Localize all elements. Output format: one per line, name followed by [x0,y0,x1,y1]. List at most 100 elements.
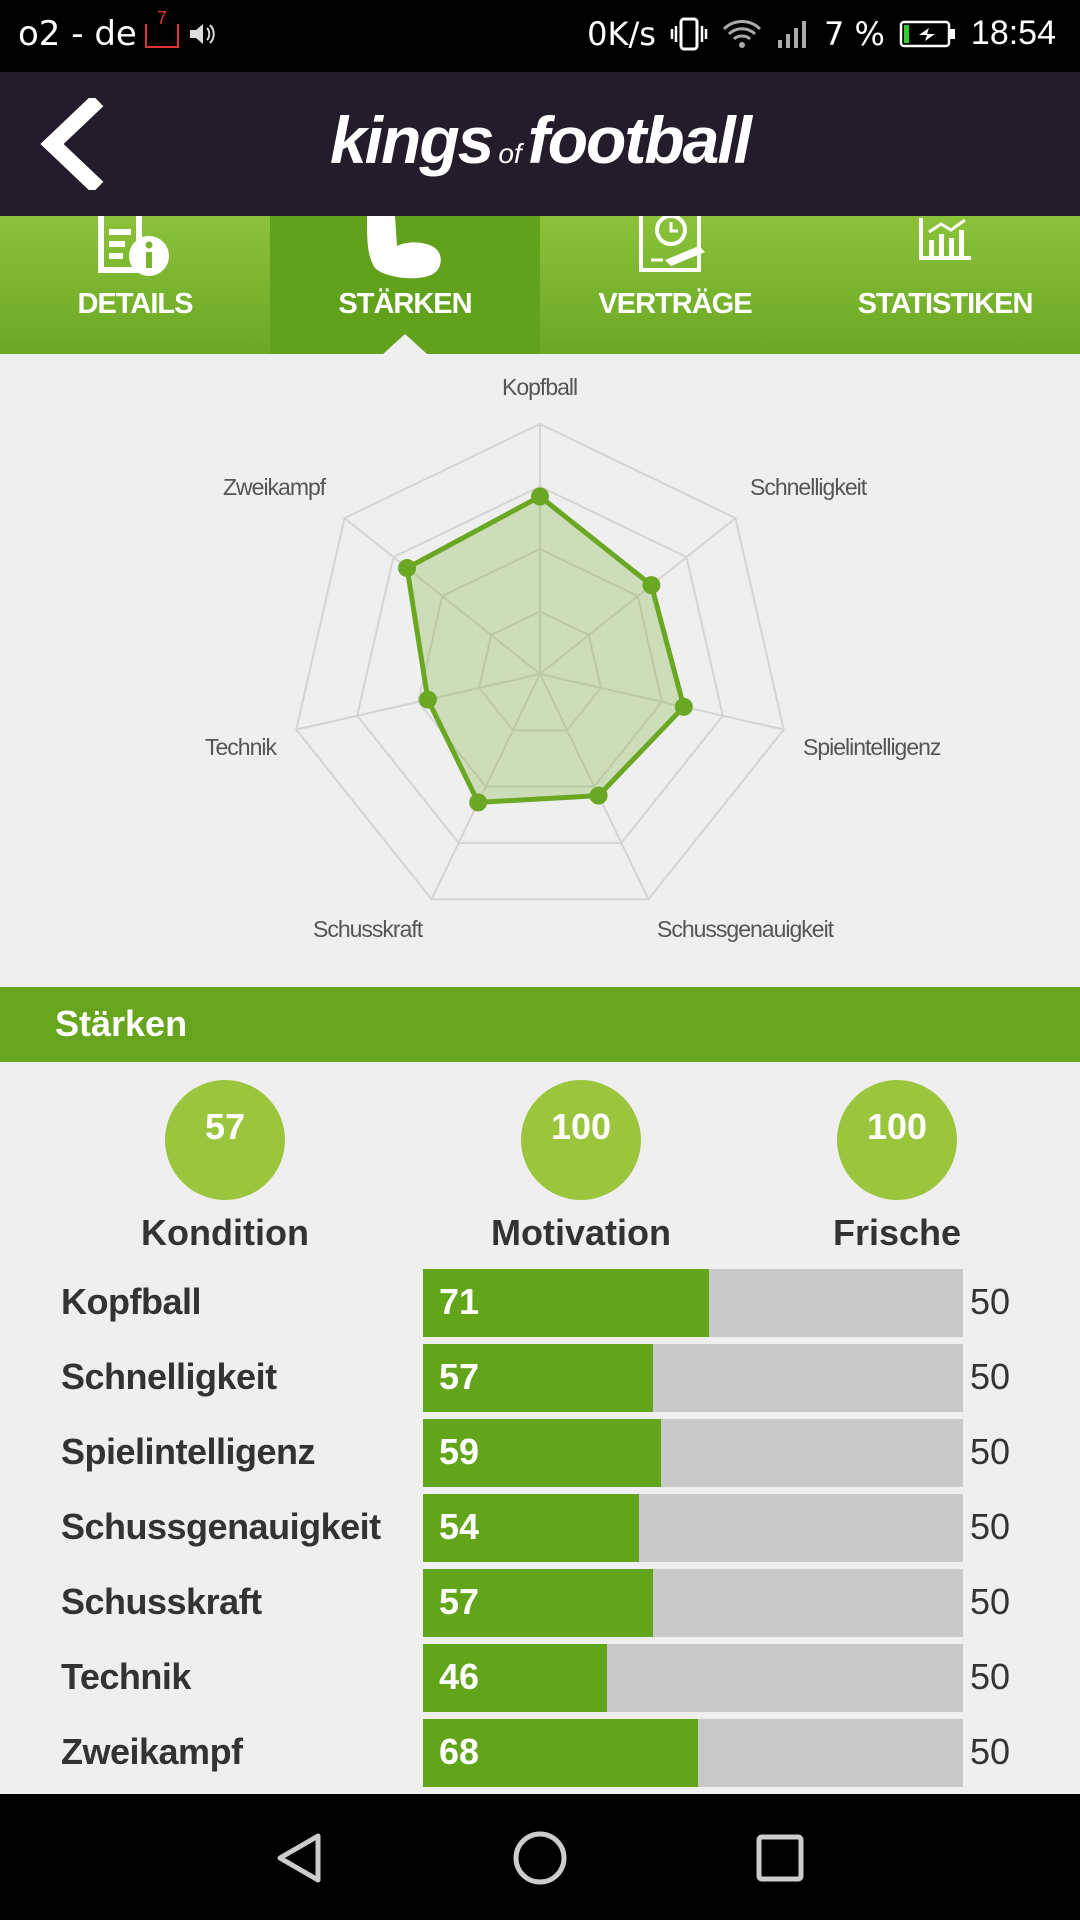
attribute-reference: 50 [970,1281,1011,1322]
document-info-icon [98,216,169,276]
tab-statistiken[interactable]: STATISTIKEN [810,216,1080,354]
attribute-bar: 68 [423,1719,963,1787]
tab-details[interactable]: DETAILS [0,216,270,354]
attribute-reference: 50 [970,1656,1011,1697]
attribute-row: Kopfball 71 50 [0,1269,1080,1337]
tab-vertraege[interactable]: VERTRÄGE [540,216,810,354]
active-tab-indicator [383,334,427,354]
notification-badge-icon: 7 [144,8,179,48]
nav-back-button[interactable] [270,1828,330,1888]
radar-axis-line [296,673,541,731]
radar-axis-line [343,517,541,675]
radar-label-schusskraft: Schusskraft [313,916,423,942]
attribute-bar: 59 [423,1419,963,1487]
strength-stats: 57 Kondition 100 Motivation 100 Frische … [0,1062,1080,1794]
attribute-value: 54 [439,1506,480,1547]
attribute-name: Schusskraft [61,1581,262,1622]
attribute-bar: 57 [423,1569,963,1637]
chevron-left-icon [40,94,104,194]
attribute-value: 46 [439,1656,480,1697]
attribute-value: 57 [439,1356,480,1397]
section-title: Stärken [55,1003,188,1044]
motivation-stat: 100 Motivation [481,1080,681,1254]
app-header: kings offootball [0,72,1080,216]
attribute-row: Zweikampf 68 50 [0,1719,1080,1787]
radar-series-area [404,494,687,805]
radar-point-spielintelligenz [674,697,693,716]
contract-clock-icon [639,216,705,272]
radar-point-schnelligkeit [642,576,661,595]
radar-point-schusskraft [469,793,488,812]
attribute-name: Zweikampf [61,1731,243,1772]
kondition-label: Kondition [141,1212,309,1253]
radar-grid-ring [356,485,724,844]
attribute-bar-fill [423,1644,607,1712]
attribute-bar: 57 [423,1344,963,1412]
attribute-name: Schnelligkeit [61,1356,277,1397]
radar-label-technik: Technik [205,734,277,760]
attribute-row: Spielintelligenz 59 50 [0,1419,1080,1487]
radar-grid-ring [417,547,663,788]
attribute-row: Schussgenauigkeit 54 50 [0,1494,1080,1562]
attribute-bar-fill [423,1719,699,1787]
attribute-row: Schnelligkeit 57 50 [0,1344,1080,1412]
kondition-circle: 57 [165,1080,285,1200]
app-logo: kings offootball [0,102,1080,178]
radar-grid-ring [295,422,785,901]
status-bar: o2 - de 7 0K/s 7 % 18:54 [0,0,1080,72]
tab-staerken[interactable]: STÄRKEN [270,216,540,354]
radar-point-technik [418,690,437,709]
attribute-value: 68 [439,1731,480,1772]
radar-point-kopfball [531,487,549,506]
nav-recents-button[interactable] [750,1828,810,1888]
frische-circle: 100 [837,1080,957,1200]
attribute-value: 59 [439,1431,480,1472]
attribute-bar-fill [423,1344,653,1412]
attribute-reference: 50 [970,1581,1011,1622]
bar-chart-icon [919,218,971,260]
speaker-icon [189,24,215,44]
tab-vertraege-label: VERTRÄGE [598,288,752,320]
attribute-reference: 50 [970,1506,1011,1547]
signal-icon [777,20,806,48]
logo-kings: kings [329,103,494,177]
attribute-row: Schusskraft 57 50 [0,1569,1080,1637]
battery-charging-icon [899,20,955,47]
logo-of: of [498,138,522,169]
attribute-name: Kopfball [61,1281,201,1322]
wifi-icon [722,19,762,48]
attribute-row: Technik 46 50 [0,1644,1080,1712]
attribute-value: 71 [439,1281,480,1322]
carrier-name: o2 - de [18,14,137,54]
notification-badge-count: 7 [156,8,167,28]
attribute-name: Schussgenauigkeit [61,1506,381,1547]
radar-label-schnelligkeit: Schnelligkeit [750,474,867,500]
nav-home-button[interactable] [510,1828,570,1888]
attribute-reference: 50 [970,1731,1011,1772]
circle-home-icon [513,1831,567,1885]
radar-label-spielintelligenz: Spielintelligenz [803,734,941,760]
tab-statistiken-label: STATISTIKEN [857,288,1034,320]
attribute-bar-fill [423,1494,639,1562]
section-header: Stärken [0,987,1080,1062]
vibrate-icon [670,17,708,50]
kondition-stat: 57 Kondition [125,1080,325,1254]
attribute-name: Technik [61,1656,191,1697]
radar-point-zweikampf [398,559,417,578]
attribute-name: Spielintelligenz [61,1431,316,1472]
muscle-arm-icon [367,216,441,279]
attribute-bar: 71 [423,1269,963,1337]
radar-axis-line [539,517,737,675]
radar-axis-line [539,673,650,900]
radar-label-schussgenauigkeit: Schussgenauigkeit [657,916,834,942]
battery-percent: 7 % [823,14,885,53]
tab-details-label: DETAILS [77,288,194,320]
system-nav-bar [0,1794,1080,1920]
radar-chart-svg [295,422,785,901]
attribute-value: 57 [439,1581,480,1622]
back-button[interactable] [36,94,116,194]
motivation-circle: 100 [521,1080,641,1200]
frische-label: Frische [832,1212,962,1253]
triangle-back-icon [277,1833,321,1883]
attribute-bar: 54 [423,1494,963,1562]
